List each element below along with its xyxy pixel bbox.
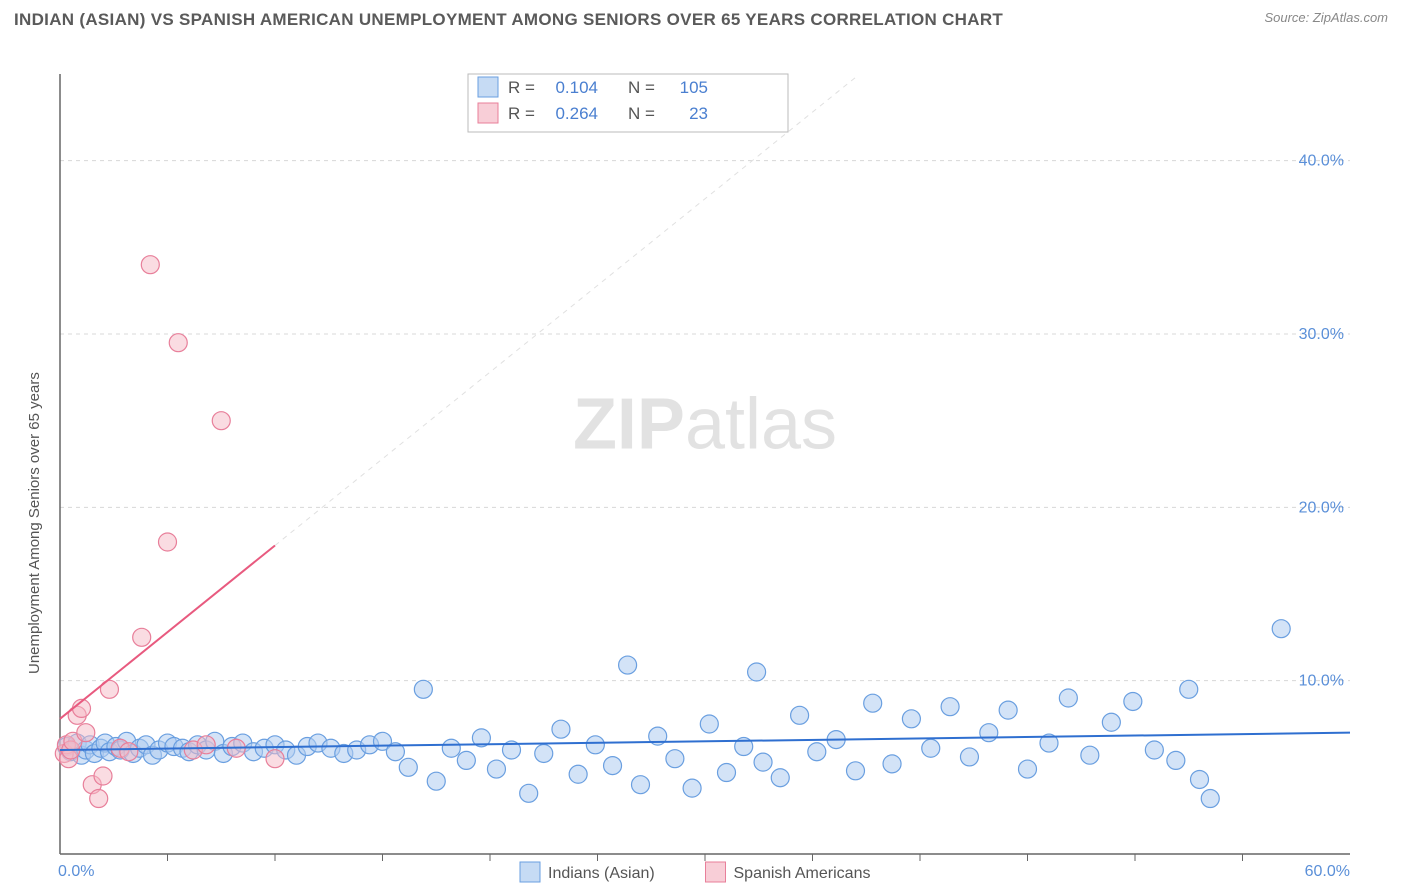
svg-text:105: 105 bbox=[680, 78, 708, 97]
chart-title: INDIAN (ASIAN) VS SPANISH AMERICAN UNEMP… bbox=[14, 10, 1003, 30]
svg-text:R =: R = bbox=[508, 78, 535, 97]
svg-text:N =: N = bbox=[628, 104, 655, 123]
svg-text:30.0%: 30.0% bbox=[1299, 326, 1344, 343]
svg-text:20.0%: 20.0% bbox=[1299, 499, 1344, 516]
scatter-plot: ZIPatlas 10.0% 20.0% 30.0% 40.0% 0.0% 60.0% R =… bbox=[14, 34, 1392, 896]
svg-text:ZIPatlas: ZIPatlas bbox=[573, 384, 837, 464]
svg-text:R =: R = bbox=[508, 104, 535, 123]
svg-text:0.264: 0.264 bbox=[555, 104, 598, 123]
svg-text:10.0%: 10.0% bbox=[1299, 673, 1344, 690]
svg-text:Spanish Americans: Spanish Americans bbox=[734, 865, 871, 882]
svg-text:N =: N = bbox=[628, 78, 655, 97]
svg-text:23: 23 bbox=[689, 104, 708, 123]
source-attribution: Source: ZipAtlas.com bbox=[1264, 10, 1388, 25]
svg-text:0.104: 0.104 bbox=[555, 78, 598, 97]
svg-text:Indians (Asian): Indians (Asian) bbox=[548, 865, 655, 882]
svg-text:0.0%: 0.0% bbox=[58, 863, 94, 880]
svg-text:40.0%: 40.0% bbox=[1299, 153, 1344, 170]
svg-text:60.0%: 60.0% bbox=[1305, 863, 1350, 880]
chart-container: Unemployment Among Seniors over 65 years… bbox=[14, 34, 1392, 896]
